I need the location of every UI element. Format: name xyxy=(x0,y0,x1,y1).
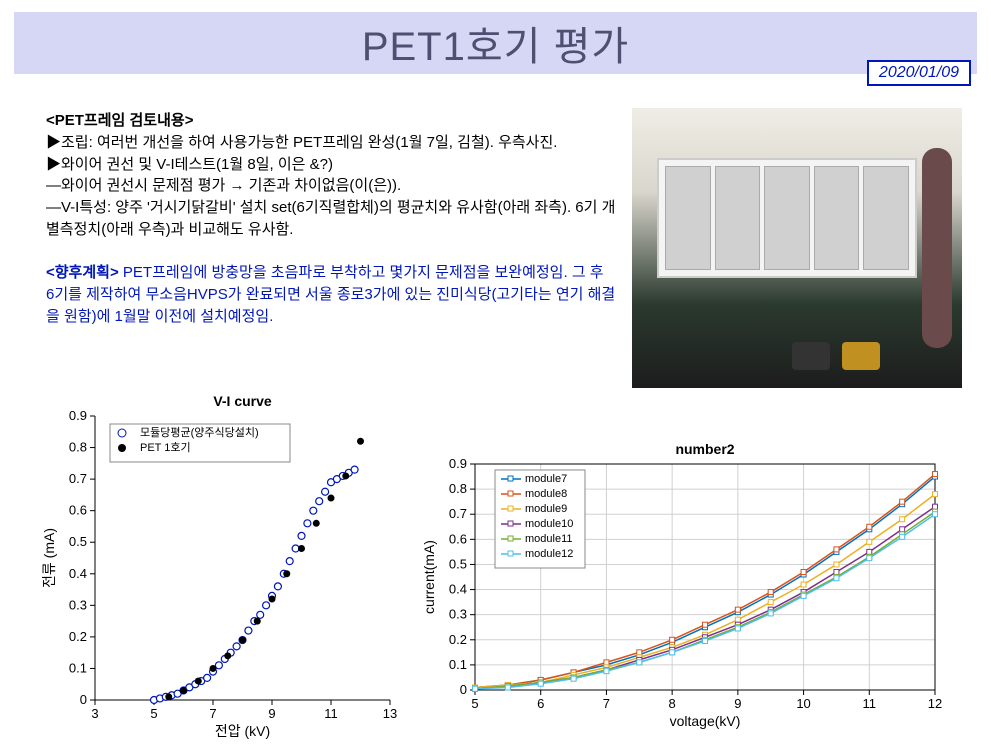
svg-text:0.3: 0.3 xyxy=(449,607,467,622)
svg-text:0.2: 0.2 xyxy=(449,632,467,647)
vi-curve-chart: V-I curve 3 5 7 9 11 13 0 0.1 0.2 0.3 0.4 0.5 0.6 0.7 0… xyxy=(40,390,400,740)
svg-text:module12: module12 xyxy=(525,548,573,560)
svg-text:0.7: 0.7 xyxy=(449,506,467,521)
svg-text:module7: module7 xyxy=(525,473,567,485)
svg-text:5: 5 xyxy=(471,696,478,711)
svg-text:0.4: 0.4 xyxy=(69,566,87,581)
svg-text:0.5: 0.5 xyxy=(449,556,467,571)
cylinder-icon xyxy=(922,148,952,348)
svg-text:0.8: 0.8 xyxy=(449,481,467,496)
svg-text:module9: module9 xyxy=(525,503,567,515)
date-box: 2020/01/09 xyxy=(867,60,971,86)
svg-text:module11: module11 xyxy=(525,533,573,545)
title-bar: PET1호기 평가 xyxy=(14,12,977,74)
equipment-photo xyxy=(632,108,962,388)
svg-text:0.9: 0.9 xyxy=(449,456,467,471)
svg-text:0.4: 0.4 xyxy=(449,582,467,597)
svg-text:PET 1호기: PET 1호기 xyxy=(140,441,191,454)
svg-text:6: 6 xyxy=(537,696,544,711)
svg-text:V-I curve: V-I curve xyxy=(213,393,272,409)
svg-text:0.8: 0.8 xyxy=(69,440,87,455)
svg-text:11: 11 xyxy=(863,696,877,711)
svg-text:모듈당평균(양주식당설치): 모듈당평균(양주식당설치) xyxy=(140,426,259,439)
svg-text:13: 13 xyxy=(383,706,397,721)
svg-text:5: 5 xyxy=(150,706,157,721)
svg-text:12: 12 xyxy=(928,696,942,711)
svg-text:7: 7 xyxy=(603,696,610,711)
multimeter-2-icon xyxy=(842,342,880,370)
svg-text:0.7: 0.7 xyxy=(69,471,87,486)
svg-text:0.1: 0.1 xyxy=(449,657,467,672)
svg-text:8: 8 xyxy=(669,696,676,711)
svg-text:0.9: 0.9 xyxy=(69,408,87,423)
svg-text:9: 9 xyxy=(268,706,275,721)
page-title: PET1호기 평가 xyxy=(362,14,629,72)
svg-text:0: 0 xyxy=(80,692,87,707)
svg-text:0.3: 0.3 xyxy=(69,597,87,612)
plan-text: PET프레임에 방충망을 초음파로 부착하고 몇가지 문제점을 보완예정임. 그… xyxy=(46,264,615,325)
pet-frame-mock xyxy=(657,158,917,278)
svg-text:전류 (mA): 전류 (mA) xyxy=(41,528,57,588)
multimeter-1-icon xyxy=(792,342,830,370)
svg-text:7: 7 xyxy=(209,706,216,721)
number2-chart: number2 5 6 7 8 9 10 11 12 0 0.1 0.2 0.3 0.4 0.5 0.6 0.7… xyxy=(420,440,950,730)
svg-text:10: 10 xyxy=(796,696,810,711)
svg-text:0: 0 xyxy=(460,682,467,697)
section-heading: <PET프레임 검토내용> xyxy=(46,112,193,129)
plan-label: <향후계획> xyxy=(46,264,119,281)
svg-text:voltage(kV): voltage(kV) xyxy=(670,713,741,729)
svg-text:9: 9 xyxy=(734,696,741,711)
svg-text:current(mA): current(mA) xyxy=(421,540,437,614)
svg-text:전압 (kV): 전압 (kV) xyxy=(215,723,270,739)
svg-text:0.6: 0.6 xyxy=(449,531,467,546)
svg-text:11: 11 xyxy=(324,706,338,721)
svg-text:number2: number2 xyxy=(675,441,734,457)
svg-text:module8: module8 xyxy=(525,488,567,500)
bullet-2-sub1: —와이어 권선시 문제점 평가 → 기존과 차이없음(이(은)). xyxy=(46,177,401,194)
bullet-2-sub2: —V-I특성: 양주 '거시기닭갈비' 설치 set(6기직렬합체)의 평균치와… xyxy=(46,199,615,238)
svg-text:module10: module10 xyxy=(525,518,573,530)
svg-text:0.5: 0.5 xyxy=(69,534,87,549)
svg-text:0.6: 0.6 xyxy=(69,503,87,518)
svg-text:0.2: 0.2 xyxy=(69,629,87,644)
bullet-1-text: 여러번 개선을 하여 사용가능한 PET프레임 완성(1월 7일, 김철). 우… xyxy=(93,134,558,151)
svg-text:0.1: 0.1 xyxy=(69,660,87,675)
svg-text:3: 3 xyxy=(91,706,98,721)
bullet-2-label: ▶와이어 권선 및 V-I테스트(1월 8일, 이은 &?) xyxy=(46,156,333,173)
review-text: <PET프레임 검토내용> ▶조립: 여러번 개선을 하여 사용가능한 PET프… xyxy=(46,110,616,328)
bullet-1-label: ▶조립: xyxy=(46,134,93,151)
